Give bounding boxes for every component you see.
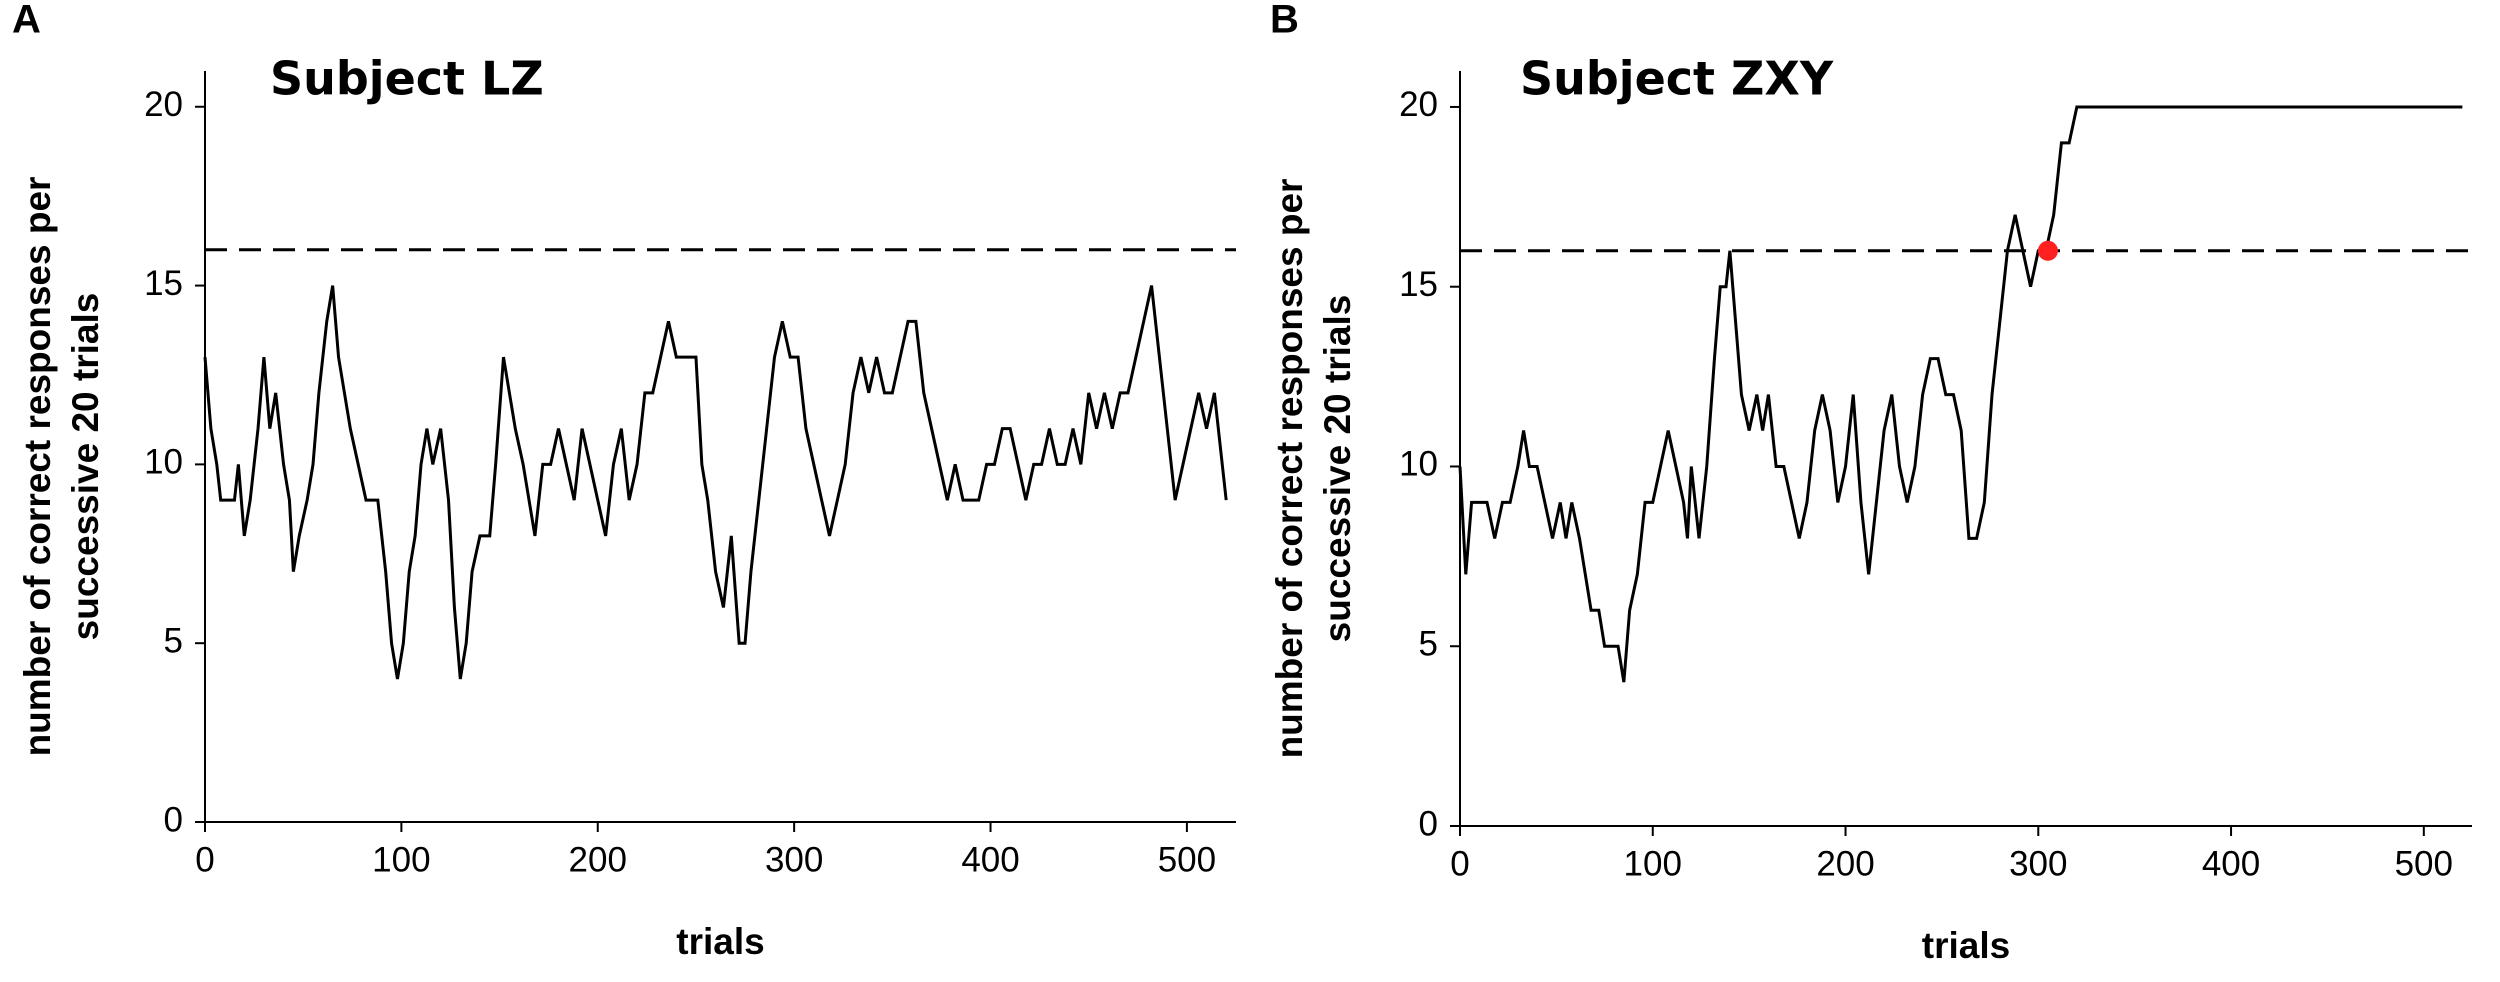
panel-label: B	[1270, 0, 1299, 42]
y-tick-label: 20	[144, 85, 183, 124]
x-axis-title: trials	[1922, 925, 2010, 966]
x-axis-title: trials	[676, 921, 764, 962]
y-tick-label: 5	[164, 621, 183, 660]
highlight-point	[2037, 240, 2058, 261]
panel-label: A	[12, 0, 41, 42]
x-tick-label: 200	[569, 840, 627, 879]
y-tick-label: 10	[1399, 445, 1438, 484]
x-tick-label: 100	[372, 840, 430, 879]
chart-title: Subject LZ	[270, 52, 544, 106]
x-tick-label: 500	[2395, 844, 2453, 883]
chart-title: Subject ZXY	[1520, 52, 1834, 106]
y-tick-label: 20	[1399, 85, 1438, 124]
y-axis-title: successive 20 trials	[1317, 295, 1358, 643]
x-tick-label: 300	[765, 840, 823, 879]
y-tick-label: 0	[1419, 804, 1438, 843]
y-tick-label: 0	[164, 800, 183, 839]
data-line	[1458, 105, 2463, 683]
y-axis-title: successive 20 trials	[65, 293, 106, 641]
x-tick-label: 400	[2202, 844, 2260, 883]
x-tick-label: 0	[195, 840, 214, 879]
y-axis-title: number of correct responses per	[1269, 179, 1310, 759]
y-tick-label: 15	[144, 264, 183, 303]
y-tick-label: 15	[1399, 265, 1438, 304]
x-tick-label: 100	[1624, 844, 1682, 883]
x-tick-label: 500	[1158, 840, 1216, 879]
data-line	[203, 285, 1228, 680]
y-tick-label: 5	[1419, 624, 1438, 663]
y-axis-title: number of correct responses per	[17, 177, 58, 757]
x-tick-label: 0	[1450, 844, 1469, 883]
x-tick-label: 400	[961, 840, 1019, 879]
x-tick-label: 200	[1816, 844, 1874, 883]
x-tick-label: 300	[2009, 844, 2067, 883]
y-tick-label: 10	[144, 443, 183, 482]
